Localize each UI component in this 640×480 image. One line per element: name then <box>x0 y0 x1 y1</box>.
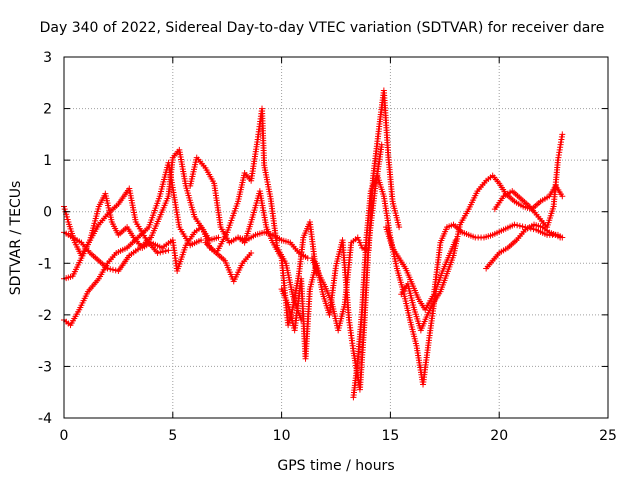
data-point-marker <box>154 249 161 256</box>
data-point-marker <box>61 206 68 213</box>
data-point-marker <box>516 222 523 229</box>
data-point-marker <box>559 131 566 138</box>
series-track-f <box>202 105 305 324</box>
data-point-marker <box>157 249 164 256</box>
x-tick-label: 15 <box>381 428 399 444</box>
y-tick-label: 1 <box>43 153 52 169</box>
data-point-marker <box>285 322 292 329</box>
x-tick-label: 0 <box>60 428 69 444</box>
data-series <box>61 87 566 401</box>
y-tick-label: 0 <box>43 205 52 221</box>
data-point-marker <box>519 223 526 230</box>
series-track-l <box>398 172 566 334</box>
data-point-marker <box>104 265 111 272</box>
data-point-marker <box>356 239 363 246</box>
series-segment <box>542 226 550 234</box>
axis-ticks: -4 -3 -2 -1 0 1 2 3 0 5 10 15 20 25 <box>38 50 617 444</box>
plot-frame <box>63 56 609 419</box>
data-point-marker <box>557 234 564 241</box>
data-point-marker <box>378 141 385 148</box>
series-track-a <box>61 185 172 282</box>
data-point-marker <box>530 226 537 233</box>
y-tick-label: -3 <box>38 359 52 375</box>
data-point-marker <box>109 266 116 273</box>
data-point-marker <box>215 234 222 241</box>
x-tick-label: 10 <box>273 428 291 444</box>
y-tick-label: -2 <box>38 308 52 324</box>
series-track-k <box>383 221 566 313</box>
chart-title: Day 340 of 2022, Sidereal Day-to-day VTE… <box>40 20 605 36</box>
series-segment <box>215 231 229 254</box>
y-tick-label: -1 <box>38 256 52 272</box>
x-axis-label: GPS time / hours <box>277 458 394 474</box>
series-segment <box>63 319 72 326</box>
data-point-marker <box>396 224 403 231</box>
y-tick-label: 2 <box>43 102 52 118</box>
data-point-marker <box>64 216 71 223</box>
data-point-marker <box>285 319 292 326</box>
x-tick-label: 5 <box>168 428 177 444</box>
data-point-marker <box>107 266 114 273</box>
data-point-marker <box>514 222 521 229</box>
data-point-marker <box>511 221 518 228</box>
y-tick-label: 3 <box>43 50 52 66</box>
data-point-marker <box>63 213 70 220</box>
series-track-h <box>278 141 385 393</box>
series-track-n <box>491 131 566 231</box>
data-point-marker <box>248 249 255 256</box>
series-segment <box>350 236 359 244</box>
series-segment <box>485 174 494 182</box>
data-point-marker <box>160 248 167 255</box>
data-point-marker <box>165 247 172 254</box>
data-point-marker <box>198 237 205 244</box>
data-point-marker <box>559 193 566 200</box>
series-track-m <box>483 221 564 272</box>
y-tick-label: -4 <box>38 411 52 427</box>
x-tick-label: 25 <box>599 428 617 444</box>
data-point-marker <box>162 248 169 255</box>
data-point-marker <box>355 237 362 244</box>
x-tick-label: 20 <box>490 428 508 444</box>
data-point-marker <box>354 234 361 241</box>
series-segment <box>237 236 246 244</box>
y-axis-label: SDTVAR / TECUs <box>8 181 24 296</box>
